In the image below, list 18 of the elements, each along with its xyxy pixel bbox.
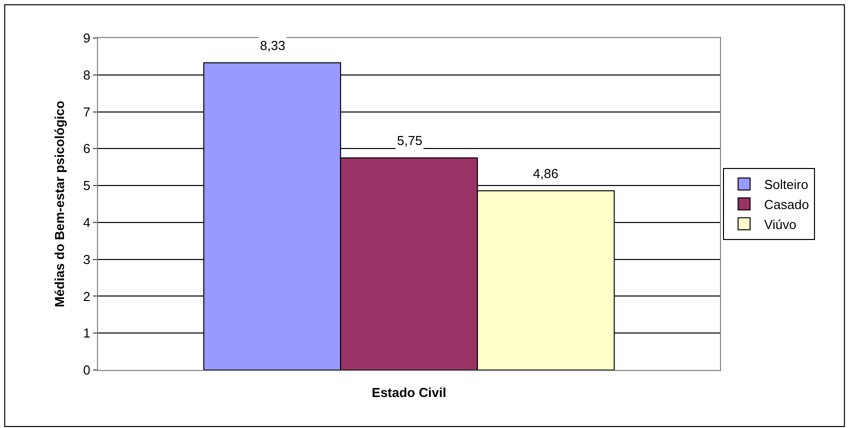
y-tick-label: 1: [83, 326, 90, 341]
legend-label: Casado: [764, 196, 809, 212]
y-tick-label: 5: [83, 178, 90, 194]
y-tick-label: 2: [83, 288, 90, 304]
data-label: 8,33: [260, 38, 286, 53]
y-axis-title: Médias do Bem-estar psicológico: [52, 100, 68, 308]
y-tick-label: 9: [83, 30, 90, 46]
x-axis-title: Estado Civil: [372, 385, 446, 400]
y-tick-label: 7: [83, 104, 90, 120]
legend-label: Solteiro: [764, 177, 808, 192]
legend-label: Viúvo: [764, 216, 796, 232]
y-tick-label: 0: [83, 362, 90, 378]
y-tick-label: 6: [83, 141, 90, 156]
data-label: 5,75: [397, 133, 422, 148]
data-label: 4,86: [533, 166, 558, 181]
y-tick-label: 4: [83, 214, 90, 230]
y-tick-label: 3: [83, 252, 90, 267]
y-tick-label: 8: [83, 67, 90, 82]
